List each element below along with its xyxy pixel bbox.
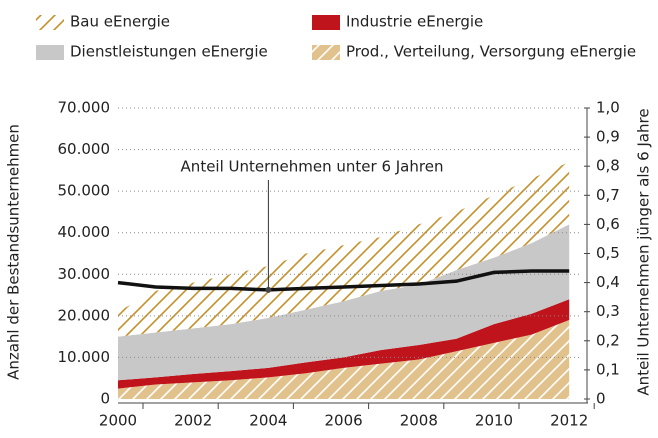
y2-axis-label: Anteil Unternehmen jünger als 6 Jahre (635, 108, 653, 395)
y2-tick-label: 0,4 (596, 273, 620, 291)
y-tick-label: 10.000 (58, 348, 111, 366)
area (118, 320, 570, 399)
x-tick-label: 2000 (99, 412, 137, 430)
y-tick-label: 50.000 (58, 182, 111, 200)
x-tick-label: 2004 (249, 412, 287, 430)
y2-tick-label: 0,3 (596, 302, 620, 320)
x-tick-label: 2008 (400, 412, 438, 430)
area (118, 299, 570, 389)
y2-tick-label: 0,1 (596, 360, 620, 378)
legend-swatch (312, 45, 340, 60)
y-axis-label: Anzahl der Bestandsunternehmen (5, 124, 23, 380)
annotation-dot (265, 286, 272, 293)
y2-tick-label: 0 (596, 390, 606, 408)
legend-swatch (312, 15, 340, 30)
y2-tick-label: 0,7 (596, 186, 620, 204)
y-tick-label: 20.000 (58, 306, 111, 324)
line (117, 269, 570, 292)
legend-label: Industrie eEnergie (346, 13, 483, 31)
y-tick-label: 40.000 (58, 223, 111, 241)
annotation: Anteil Unternehmen unter 6 Jahren (181, 158, 444, 176)
y2-tick-label: 0,9 (596, 128, 620, 146)
legend-label: Prod., Verteilung, Versorgung eEnergie (346, 43, 636, 61)
x-tick-label: 2006 (325, 412, 363, 430)
y2-tick-label: 1,0 (596, 99, 620, 117)
legend-label: Bau eEnergie (70, 13, 170, 31)
x-tick-label: 2002 (174, 412, 212, 430)
legend-swatch (36, 45, 64, 60)
x-tick-label: 2010 (475, 412, 513, 430)
y2-tick-label: 0,2 (596, 331, 620, 349)
y-tick-label: 0 (100, 390, 110, 408)
area (118, 224, 570, 381)
y2-tick-label: 0,6 (596, 215, 620, 233)
y-tick-label: 60.000 (58, 140, 111, 158)
legend-swatch (36, 15, 64, 30)
legend-label: Dienstleistungen eEnergie (70, 43, 268, 61)
y-tick-label: 70.000 (58, 99, 111, 117)
area (118, 162, 570, 337)
y-tick-label: 30.000 (58, 265, 111, 283)
y2-tick-label: 0,8 (596, 157, 620, 175)
x-tick-label: 2012 (550, 412, 588, 430)
y2-tick-label: 0,5 (596, 244, 620, 262)
